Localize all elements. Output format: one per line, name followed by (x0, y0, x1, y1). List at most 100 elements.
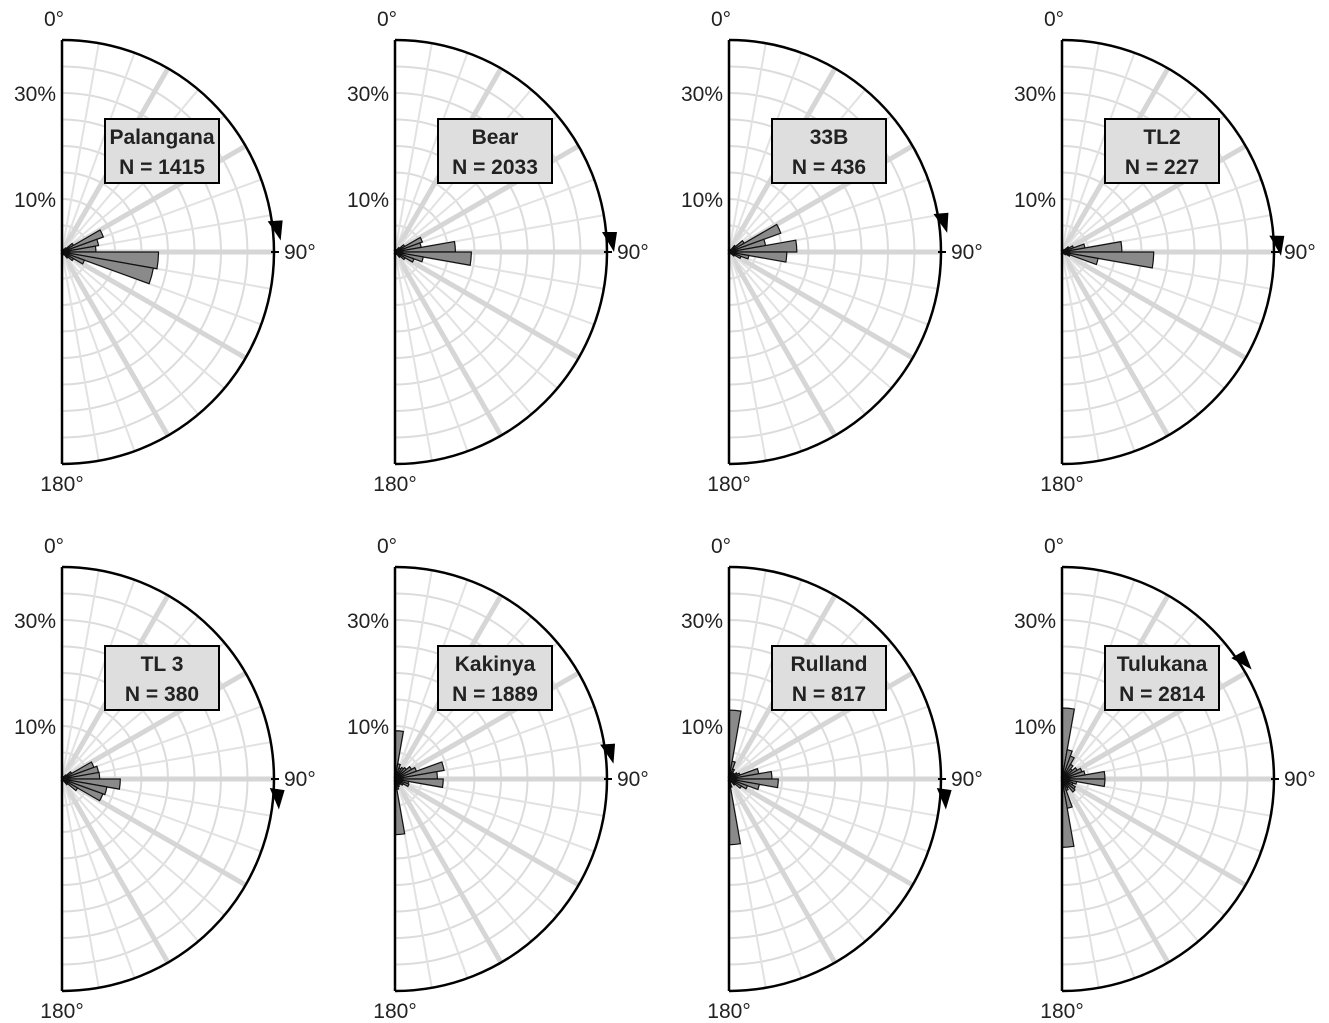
angle-label-0: 0° (377, 535, 397, 558)
grid-spoke (394, 251, 559, 390)
radius-tick-label: 30% (1014, 610, 1056, 633)
rose-petal (1061, 251, 1099, 266)
rose-petal (394, 761, 445, 780)
radius-tick-label: 10% (681, 716, 723, 739)
angle-label-180: 180° (373, 473, 416, 496)
site-label-box (104, 118, 220, 184)
grid-spoke (61, 579, 136, 780)
grid-spoke (1061, 43, 1100, 253)
angle-label-0: 0° (44, 8, 64, 31)
radius-tick-label: 30% (14, 610, 56, 633)
radius-tick-label: 10% (14, 716, 56, 739)
radius-tick-label: 30% (347, 83, 389, 106)
radius-tick-label: 10% (347, 716, 389, 739)
site-name: Rulland (791, 653, 868, 676)
grid-spoke (61, 251, 200, 416)
mean-direction-arrow (600, 743, 616, 764)
site-label-box (104, 645, 220, 711)
radius-tick-label: 10% (1014, 189, 1056, 212)
radius-tick-label: 10% (347, 189, 389, 212)
grid-spoke (61, 52, 136, 253)
radius-tick-label: 10% (681, 189, 723, 212)
grid-spoke (1061, 52, 1136, 253)
site-name: Kakinya (455, 653, 536, 676)
grid-spoke (727, 249, 914, 361)
grid-spoke (61, 251, 100, 461)
grid-spoke (61, 778, 200, 943)
grid-spoke (1061, 251, 1136, 452)
grid-spoke (61, 778, 136, 979)
radius-tick-label: 10% (1014, 716, 1056, 739)
angle-label-180: 180° (40, 473, 83, 496)
grid-spoke (728, 251, 767, 461)
grid-spoke (1061, 778, 1226, 917)
angle-label-90: 90° (951, 768, 983, 791)
rose-panel-bear: 30% 10% 0° 90° 180° Bear N = 2033 (347, 8, 649, 496)
rose-panel-kakinya: 30% 10% 0° 90° 180° Kakinya N = 1889 (347, 535, 649, 1023)
angle-label-0: 0° (44, 535, 64, 558)
grid-spoke (394, 52, 469, 253)
grid-spoke (728, 579, 803, 780)
sample-count: N = 817 (792, 683, 866, 706)
radius-tick-label: 10% (14, 189, 56, 212)
angle-label-90: 90° (951, 241, 983, 264)
rose-panel-tl-3: 30% 10% 0° 90° 180° TL 3 N = 380 (14, 535, 316, 1023)
mean-direction-arrow (1269, 235, 1285, 256)
grid-spoke (394, 178, 595, 253)
angle-label-90: 90° (617, 241, 649, 264)
grid-spoke (1060, 776, 1247, 888)
grid-spoke (1061, 178, 1262, 253)
mean-direction-arrow (933, 212, 949, 233)
radius-tick-label: 30% (347, 610, 389, 633)
grid-spoke (61, 778, 100, 988)
angle-label-180: 180° (1040, 1000, 1083, 1023)
angle-label-180: 180° (373, 1000, 416, 1023)
site-label-box (437, 645, 553, 711)
mean-direction-arrow (936, 788, 952, 810)
grid-spoke (59, 250, 171, 437)
site-name: TL2 (1143, 126, 1180, 149)
angle-label-0: 0° (377, 8, 397, 31)
rose-petal (728, 223, 782, 253)
radius-tick-label: 30% (681, 83, 723, 106)
sample-count: N = 227 (1125, 156, 1199, 179)
grid-spoke (726, 250, 838, 437)
rose-panel-tl2: 30% 10% 0° 90° 180° TL2 N = 227 (1014, 8, 1316, 496)
radius-tick-label: 30% (1014, 83, 1056, 106)
grid-spoke (394, 251, 533, 416)
angle-label-90: 90° (617, 768, 649, 791)
rose-panel-33b: 30% 10% 0° 90° 180° 33B N = 436 (681, 8, 983, 496)
rose-petal (61, 229, 105, 253)
radius-tick-label: 30% (681, 610, 723, 633)
angle-label-0: 0° (1044, 8, 1064, 31)
grid-spoke (61, 43, 100, 253)
grid-spoke (1061, 251, 1200, 416)
grid-spoke (1060, 249, 1247, 361)
grid-spoke (394, 778, 559, 917)
grid-spoke (393, 776, 580, 888)
radius-tick-label: 30% (14, 83, 56, 106)
grid-spoke (61, 251, 226, 390)
grid-spoke (728, 43, 767, 253)
grid-spoke (61, 778, 226, 917)
angle-label-0: 0° (711, 8, 731, 31)
rose-petal (394, 236, 424, 253)
site-name: 33B (810, 126, 849, 149)
mean-direction-arrow (269, 788, 285, 810)
angle-label-0: 0° (1044, 535, 1064, 558)
grid-spoke (60, 249, 247, 361)
grid-spoke (728, 251, 803, 452)
grid-spoke (394, 43, 433, 253)
rose-panel-palangana: 30% 10% 0° 90° 180° Palangana N = 1415 (14, 8, 316, 496)
grid-spoke (726, 777, 838, 964)
site-name: Bear (472, 126, 519, 149)
grid-spoke (394, 579, 469, 780)
grid-spoke (1061, 778, 1136, 979)
rose-petal (61, 238, 100, 253)
angle-label-0: 0° (711, 535, 731, 558)
grid-spoke (1061, 251, 1100, 461)
angle-label-180: 180° (1040, 473, 1083, 496)
angle-label-180: 180° (707, 1000, 750, 1023)
grid-spoke (394, 251, 595, 326)
